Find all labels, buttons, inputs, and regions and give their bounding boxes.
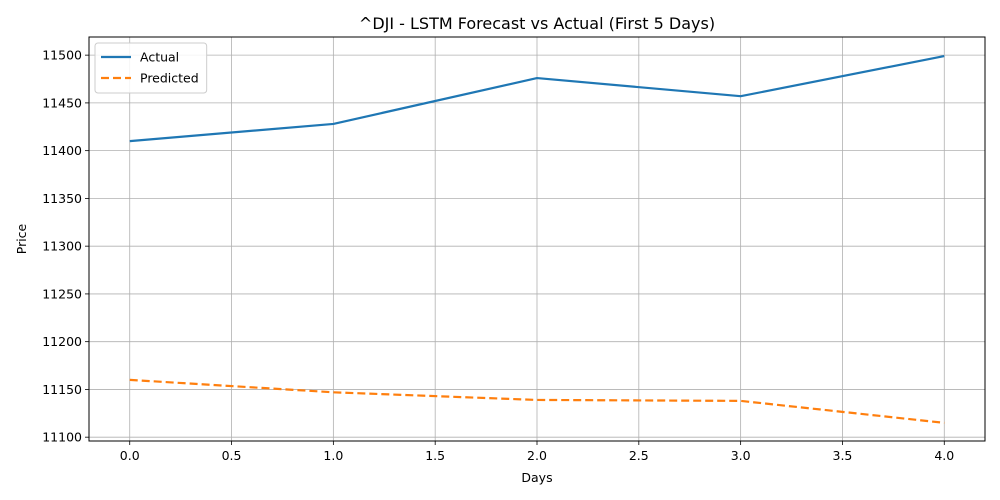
y-tick-label: 11200 bbox=[42, 334, 82, 349]
y-axis-label: Price bbox=[14, 223, 29, 254]
x-tick-label: 3.0 bbox=[731, 448, 751, 463]
x-tick-label: 4.0 bbox=[934, 448, 954, 463]
chart-title: ^DJI - LSTM Forecast vs Actual (First 5 … bbox=[359, 14, 715, 33]
y-tick-label: 11350 bbox=[42, 191, 82, 206]
x-tick-label: 2.0 bbox=[527, 448, 547, 463]
legend-label: Actual bbox=[140, 50, 179, 65]
x-tick-label: 1.0 bbox=[323, 448, 343, 463]
grid bbox=[89, 37, 985, 441]
legend-box bbox=[94, 42, 208, 94]
x-tick-label: 1.5 bbox=[425, 448, 445, 463]
y-tick-label: 11250 bbox=[42, 286, 82, 301]
x-axis-label: Days bbox=[521, 470, 552, 485]
y-axis: 11100 11150 11200 11250 11300 11350 11400 11450… bbox=[42, 48, 89, 445]
y-tick-label: 11450 bbox=[42, 95, 82, 110]
series-line-actual bbox=[129, 55, 945, 143]
x-tick-label: 2.5 bbox=[629, 448, 649, 463]
series-layer bbox=[129, 55, 945, 424]
y-tick-label: 11400 bbox=[42, 143, 82, 158]
y-tick-label: 11150 bbox=[42, 382, 82, 397]
y-tick-label: 11100 bbox=[42, 430, 82, 445]
x-tick-label: 0.0 bbox=[120, 448, 140, 463]
y-tick-label: 11300 bbox=[42, 239, 82, 254]
y-tick-label: 11500 bbox=[42, 48, 82, 63]
legend: Actual Predicted bbox=[94, 42, 208, 94]
x-tick-label: 3.5 bbox=[833, 448, 853, 463]
x-axis: 0.0 0.5 1.0 1.5 2.0 2.5 3.0 3.5 4.0 bbox=[120, 441, 954, 463]
legend-label: Predicted bbox=[140, 71, 199, 86]
x-tick-label: 0.5 bbox=[222, 448, 242, 463]
series-line-predicted bbox=[129, 378, 945, 424]
